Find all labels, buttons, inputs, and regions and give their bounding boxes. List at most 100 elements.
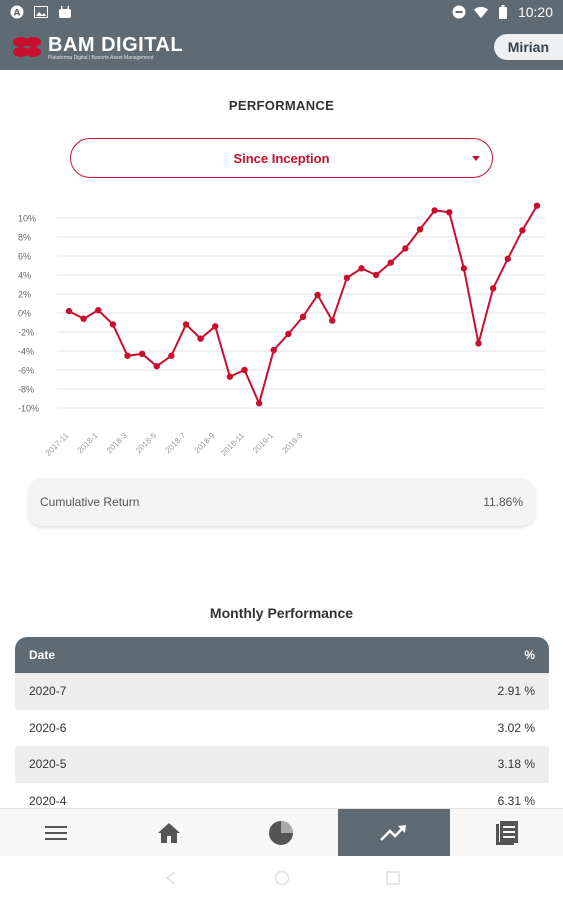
row-date: 2020-4 xyxy=(29,793,67,808)
y-tick-label: 6% xyxy=(18,252,31,262)
data-point xyxy=(197,335,204,342)
table-body: 2020-7 2.91 % 2020-6 3.02 % 2020-5 3.18 … xyxy=(15,673,549,808)
data-point xyxy=(285,330,292,338)
data-point xyxy=(255,400,263,407)
data-point xyxy=(124,352,131,359)
data-point xyxy=(299,313,307,320)
x-tick-label: 2017-11 xyxy=(44,431,71,458)
data-point xyxy=(65,307,73,315)
app-bar: BAM DIGITAL Plataforma Digital | Banorte… xyxy=(0,24,563,70)
do-not-disturb-icon xyxy=(452,5,466,19)
row-date: 2020-7 xyxy=(29,684,67,699)
home-circle-icon[interactable] xyxy=(274,870,290,886)
col-date: Date xyxy=(29,648,56,662)
status-bar: A 10:20 xyxy=(0,0,563,24)
bam-logo-icon xyxy=(13,37,41,57)
data-point xyxy=(168,352,175,359)
y-tick-label: -6% xyxy=(18,366,34,376)
data-point xyxy=(343,274,351,282)
nav-performance[interactable] xyxy=(337,809,451,856)
recents-icon[interactable] xyxy=(385,870,401,886)
cumulative-return-value: 11.86% xyxy=(483,495,523,509)
data-point xyxy=(504,255,511,263)
nav-menu[interactable] xyxy=(0,809,113,856)
nav-portfolio[interactable] xyxy=(225,809,338,856)
bottom-navigation xyxy=(0,808,563,856)
data-point xyxy=(212,323,219,330)
data-point xyxy=(314,291,321,299)
brand-tagline: Plataforma Digital | Banorte Asset Manag… xyxy=(48,54,154,61)
data-point xyxy=(460,265,468,272)
row-value: 3.18 % xyxy=(497,757,535,772)
y-tick-label: 10% xyxy=(18,214,36,224)
cumulative-return-label: Cumulative Return xyxy=(40,495,140,509)
back-icon[interactable] xyxy=(163,870,179,886)
pie-chart-icon xyxy=(269,820,294,845)
data-point xyxy=(416,226,424,233)
x-tick-label: 2018-1 xyxy=(76,431,100,455)
data-point xyxy=(270,346,277,354)
y-tick-label: 4% xyxy=(18,271,31,281)
row-value: 6.31 % xyxy=(497,793,535,808)
y-tick-label: -2% xyxy=(18,328,34,338)
main-content[interactable]: PERFORMANCE Since Inception -10% -8% -6% -4… xyxy=(0,70,563,808)
system-navigation xyxy=(0,856,563,900)
cumulative-return-card: Cumulative Return 11.86% xyxy=(28,478,535,526)
row-date: 2020-6 xyxy=(29,720,67,735)
table-row: 2020-4 6.31 % xyxy=(15,782,549,808)
battery-icon xyxy=(496,5,510,19)
period-dropdown[interactable]: Since Inception xyxy=(70,138,493,178)
x-tick-label: 2018-9 xyxy=(193,431,217,455)
row-value: 2.91 % xyxy=(497,684,535,699)
monthly-performance-title: Monthly Performance xyxy=(209,605,354,621)
table-row: 2020-5 3.18 % xyxy=(15,746,549,783)
data-point xyxy=(372,271,380,279)
data-point xyxy=(446,209,453,216)
performance-chart: -10%-8%-6%-4%-2%0%2%4%6%8%10%2017-11 2018… xyxy=(18,202,545,458)
y-tick-label: 8% xyxy=(18,233,31,243)
data-point xyxy=(109,321,117,328)
trending-up-icon xyxy=(380,824,407,841)
table-header: Date % xyxy=(15,637,549,673)
x-tick-label: 2019-3 xyxy=(280,431,304,455)
wifi-icon xyxy=(473,5,488,19)
col-percent: % xyxy=(524,648,535,662)
nav-home[interactable] xyxy=(113,809,226,856)
x-tick-label: 2018-7 xyxy=(163,431,187,455)
y-tick-label: 2% xyxy=(18,290,31,300)
svg-text:A: A xyxy=(14,9,21,19)
menu-icon xyxy=(45,825,68,840)
y-tick-label: -10% xyxy=(18,404,39,414)
data-point xyxy=(533,202,541,209)
row-date: 2020-5 xyxy=(29,757,67,772)
user-button[interactable]: Mirian xyxy=(493,34,563,60)
period-selected: Since Inception xyxy=(233,150,330,166)
monthly-table: Date % 2020-7 2.91 % 2020-6 3.02 % 2020-… xyxy=(15,637,549,808)
data-point xyxy=(358,265,365,272)
data-point xyxy=(241,366,248,374)
y-tick-label: -8% xyxy=(18,385,34,395)
table-row: 2020-6 3.02 % xyxy=(15,709,549,746)
home-icon xyxy=(157,822,180,843)
data-point xyxy=(329,317,336,324)
brand-logo: BAM DIGITAL Plataforma Digital | Banorte… xyxy=(12,34,183,61)
data-point xyxy=(153,363,160,370)
data-point xyxy=(475,340,482,347)
data-point xyxy=(431,207,438,214)
status-time: 10:20 xyxy=(517,4,553,20)
image-icon xyxy=(34,5,48,19)
x-tick-label: 2018-3 xyxy=(105,431,129,455)
app-a-icon: A xyxy=(10,5,24,19)
data-point xyxy=(80,315,87,322)
data-point xyxy=(95,306,102,314)
y-tick-label: -4% xyxy=(18,347,34,357)
android-icon xyxy=(58,5,72,19)
y-tick-label: 0% xyxy=(18,309,31,319)
data-point xyxy=(402,245,409,252)
data-point xyxy=(387,259,394,266)
data-point xyxy=(226,373,234,380)
nav-documents[interactable] xyxy=(450,809,563,856)
brand-name: BAM DIGITAL xyxy=(48,33,184,56)
data-point xyxy=(519,227,526,234)
x-tick-label: 2019-1 xyxy=(251,431,275,455)
